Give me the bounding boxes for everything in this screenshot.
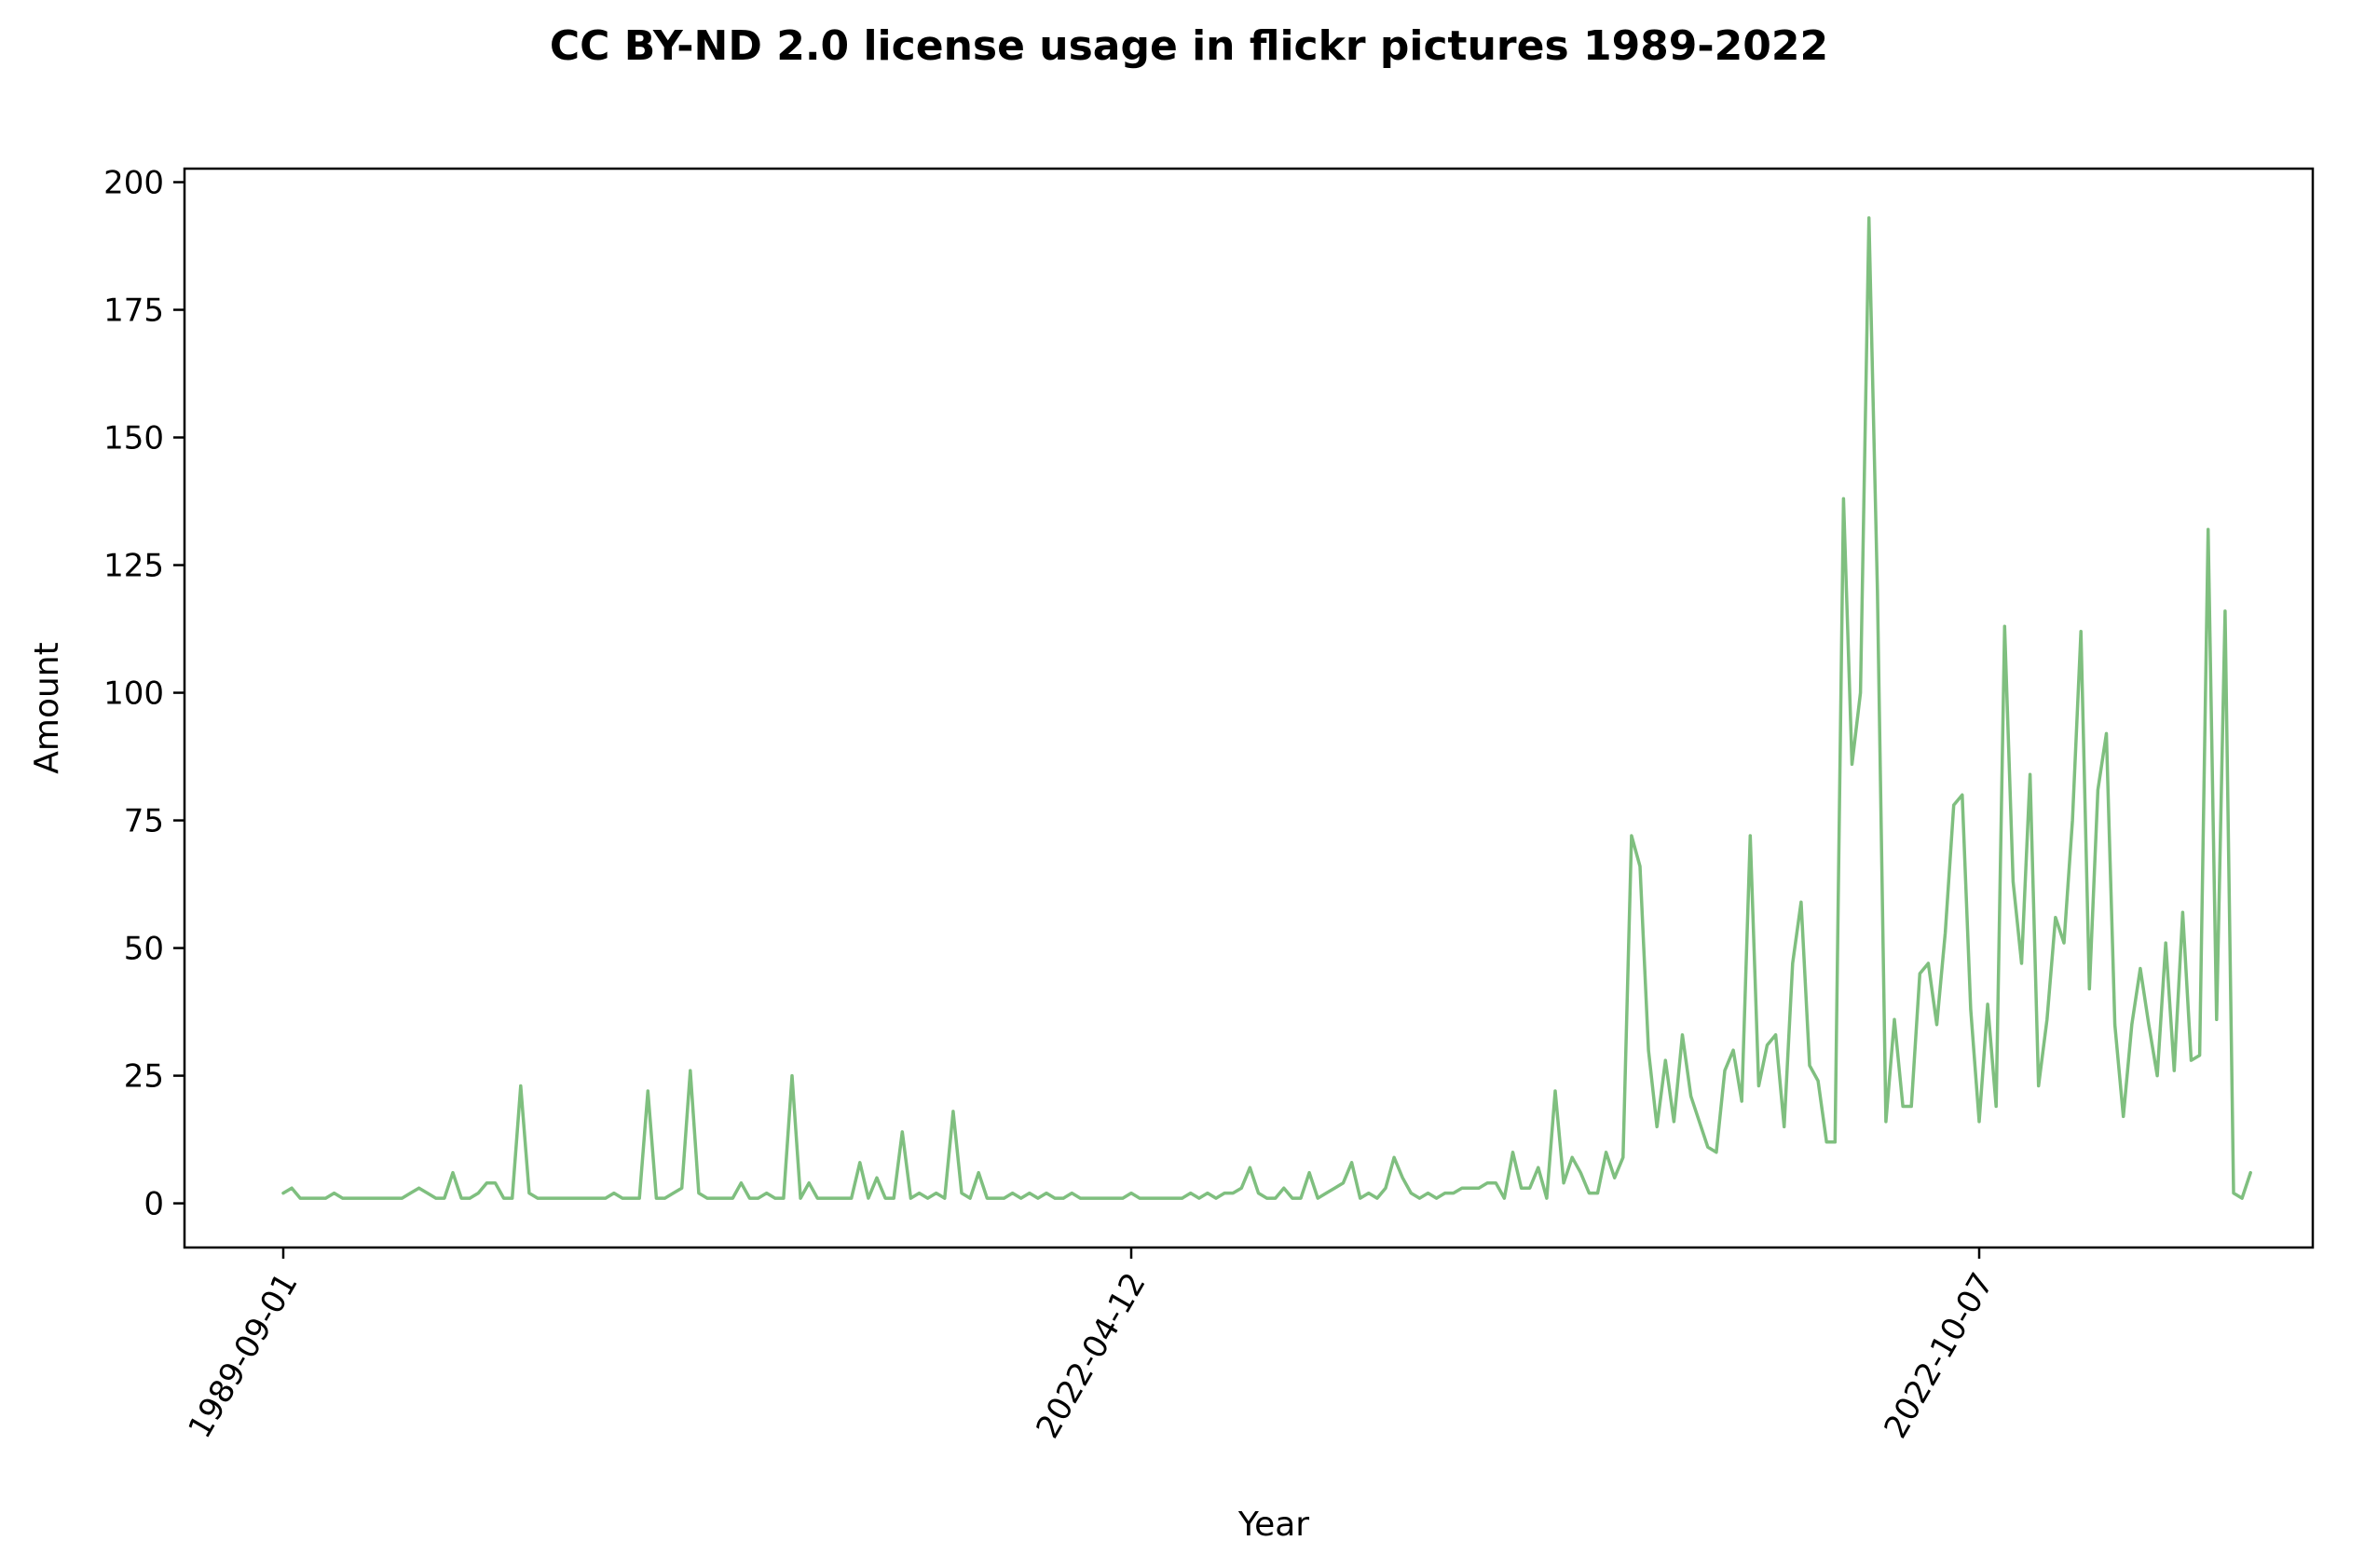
x-tick-label: 2022-04-12 [1029, 1267, 1153, 1445]
y-tick-label: 150 [103, 420, 164, 457]
y-tick-label: 175 [103, 293, 164, 330]
y-tick-label: 125 [103, 548, 164, 585]
y-tick-label: 0 [144, 1186, 164, 1223]
y-axis-label: Amount [28, 642, 66, 773]
plot-frame [183, 167, 2315, 1249]
y-tick-label: 200 [103, 165, 164, 202]
x-tick-label: 2022-10-07 [1877, 1267, 2001, 1445]
series-line [281, 216, 2252, 1200]
y-tick-label: 75 [124, 803, 164, 840]
y-tick-label: 50 [124, 931, 164, 968]
plot-area: 0 25 50 75 100 125 150 175 200 1989-09-01 2022-04-… [103, 165, 2315, 1445]
y-tick-label: 25 [124, 1058, 164, 1096]
y-tick-label: 100 [103, 675, 164, 713]
chart-title: CC BY-ND 2.0 license usage in flickr pic… [550, 22, 1828, 70]
x-axis-label: Year [1237, 1506, 1309, 1544]
x-tick-label: 1989-09-01 [181, 1267, 305, 1445]
